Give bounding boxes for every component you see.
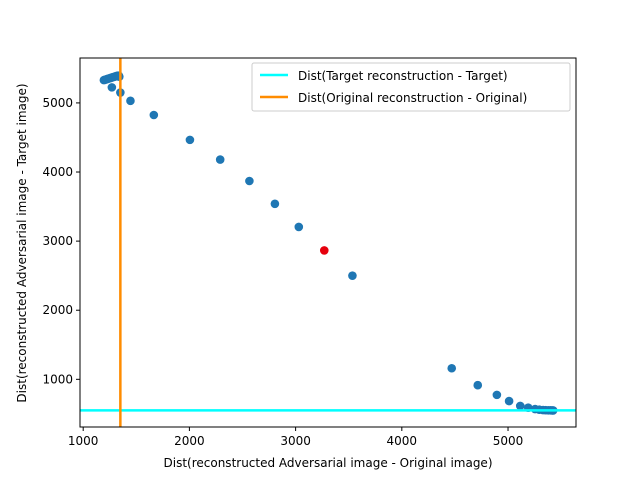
y-axis: 1000 2000 3000 4000 5000: [42, 96, 80, 386]
x-tick-label-2000: 2000: [174, 434, 205, 448]
x-axis: 1000 2000 3000 4000 5000: [68, 427, 523, 448]
data-point-24: [294, 222, 304, 232]
x-tick-label-1000: 1000: [68, 434, 99, 448]
data-point-21: [215, 155, 225, 164]
x-tick-label-5000: 5000: [493, 434, 524, 448]
y-tick-label-2000: 2000: [42, 303, 73, 317]
y-tick-label-4000: 4000: [42, 165, 73, 179]
x-tick-label-3000: 3000: [280, 434, 311, 448]
highlight-point-0: [319, 246, 329, 255]
plot-area: [80, 58, 576, 427]
data-marks: [99, 71, 558, 415]
legend: Dist(Target reconstruction - Target) Dis…: [251, 62, 571, 112]
plot-frame: [79, 57, 577, 428]
data-point-16: [107, 83, 117, 92]
y-tick-label-1000: 1000: [42, 372, 73, 386]
data-point-26: [447, 363, 457, 373]
x-axis-label: Dist(reconstructed Adversarial image - O…: [164, 456, 493, 470]
y-axis-label: Dist(reconstructed Adversarial image - T…: [15, 83, 29, 402]
legend-entry-target: Dist(Target reconstruction - Target): [298, 69, 508, 83]
data-point-18: [126, 96, 135, 106]
data-point-22: [245, 176, 254, 186]
y-tick-label-3000: 3000: [42, 234, 73, 248]
x-tick-label-4000: 4000: [387, 434, 418, 448]
data-point-23: [270, 199, 280, 209]
data-point-20: [185, 135, 195, 145]
data-point-27: [473, 380, 483, 390]
legend-entry-original: Dist(Original reconstruction - Original): [298, 91, 527, 105]
data-point-29: [504, 396, 514, 406]
data-point-25: [348, 271, 357, 280]
data-point-28: [492, 390, 502, 400]
data-point-19: [149, 110, 159, 120]
reference-lines: [80, 58, 576, 427]
data-point-30: [515, 401, 525, 411]
legend-box: [251, 62, 571, 112]
y-tick-label-5000: 5000: [42, 96, 73, 110]
